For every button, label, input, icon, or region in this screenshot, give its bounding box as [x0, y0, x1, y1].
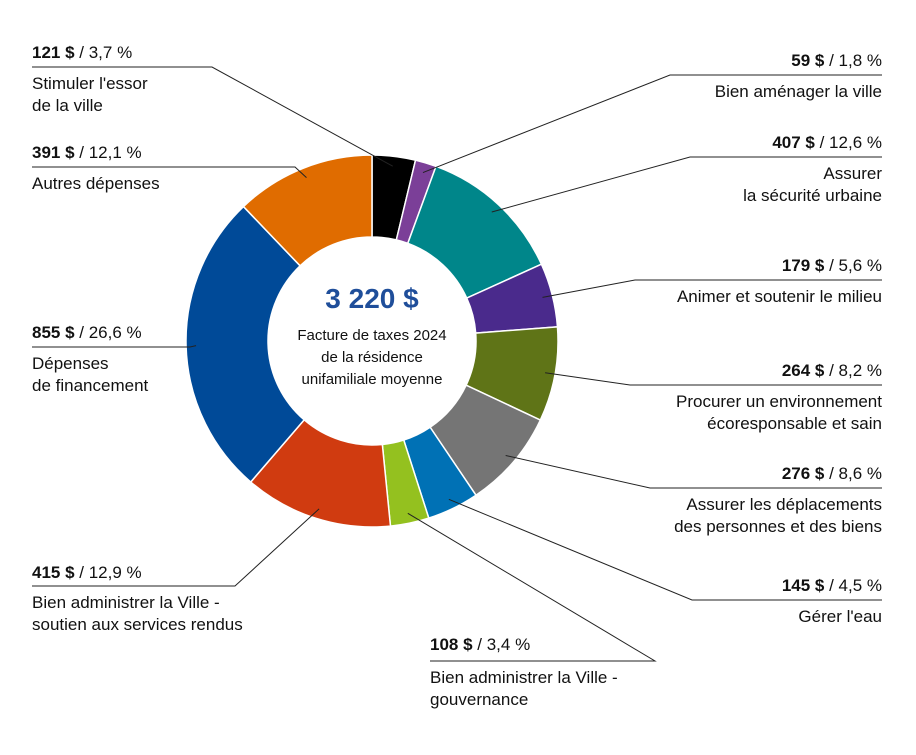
leader-line-9	[32, 508, 320, 587]
slice-category-label-3-1: Assurer	[823, 164, 882, 183]
slice-10	[185, 205, 306, 484]
slice-category-label-8-2: gouvernance	[430, 690, 528, 709]
center-caption-line-3: unifamiliale moyenne	[302, 371, 443, 388]
center-caption-line-2: de la résidence	[321, 349, 423, 366]
slice-value-label-1: 121 $ / 3,7 %	[32, 43, 132, 62]
slice-category-label-7-1: Gérer l'eau	[798, 607, 882, 626]
slice-category-label-9-1: Bien administrer la Ville -	[32, 593, 220, 612]
slice-category-label-5-2: écoresponsable et sain	[707, 414, 882, 433]
slice-category-label-8-1: Bien administrer la Ville -	[430, 668, 618, 687]
slice-value-label-4: 179 $ / 5,6 %	[782, 256, 882, 275]
slice-category-label-4-1: Animer et soutenir le milieu	[677, 287, 882, 306]
slice-value-label-6: 276 $ / 8,6 %	[782, 464, 882, 483]
slice-value-label-7: 145 $ / 4,5 %	[782, 576, 882, 595]
center-caption-line-1: Facture de taxes 2024	[297, 327, 446, 344]
leader-line-10	[32, 345, 197, 348]
slice-category-label-2-1: Bien aménager la ville	[715, 82, 882, 101]
slice-category-label-6-2: des personnes et des biens	[674, 517, 882, 536]
slice-value-label-8: 108 $ / 3,4 %	[430, 635, 530, 654]
slice-category-label-10-1: Dépenses	[32, 354, 109, 373]
leader-line-6	[505, 455, 882, 489]
slice-value-label-10: 855 $ / 26,6 %	[32, 323, 142, 342]
leader-line-3	[491, 156, 882, 213]
slice-category-label-5-1: Procurer un environnement	[676, 392, 882, 411]
leader-line-4	[542, 279, 882, 298]
slice-value-label-11: 391 $ / 12,1 %	[32, 143, 142, 162]
slice-value-label-9: 415 $ / 12,9 %	[32, 563, 142, 582]
slice-category-label-3-2: la sécurité urbaine	[743, 186, 882, 205]
slice-category-label-6-1: Assurer les déplacements	[686, 495, 882, 514]
total-amount: 3 220 $	[325, 283, 419, 314]
leader-line-7	[448, 498, 882, 601]
slice-value-label-2: 59 $ / 1,8 %	[791, 51, 882, 70]
leader-lines	[32, 66, 882, 662]
slice-labels: 121 $ / 3,7 % Stimuler l'essor de la ville…	[32, 43, 882, 709]
slice-category-label-11-1: Autres dépenses	[32, 174, 160, 193]
donut-slices	[185, 154, 559, 528]
leader-line-2	[422, 74, 882, 174]
slice-category-label-9-2: soutien aux services rendus	[32, 615, 243, 634]
slice-category-label-10-2: de financement	[32, 376, 149, 395]
leader-line-1	[32, 66, 393, 167]
slice-category-label-1-1: Stimuler l'essor	[32, 74, 148, 93]
slice-value-label-5: 264 $ / 8,2 %	[782, 361, 882, 380]
slice-category-label-1-2: de la ville	[32, 96, 103, 115]
leader-line-8	[407, 512, 657, 662]
slice-value-label-3: 407 $ / 12,6 %	[772, 133, 882, 152]
leader-line-5	[545, 372, 882, 386]
leader-line-11	[32, 166, 307, 179]
